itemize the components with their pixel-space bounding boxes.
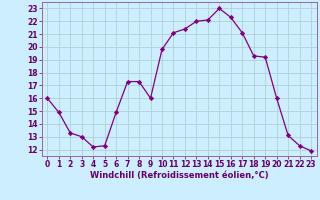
X-axis label: Windchill (Refroidissement éolien,°C): Windchill (Refroidissement éolien,°C) [90,171,268,180]
